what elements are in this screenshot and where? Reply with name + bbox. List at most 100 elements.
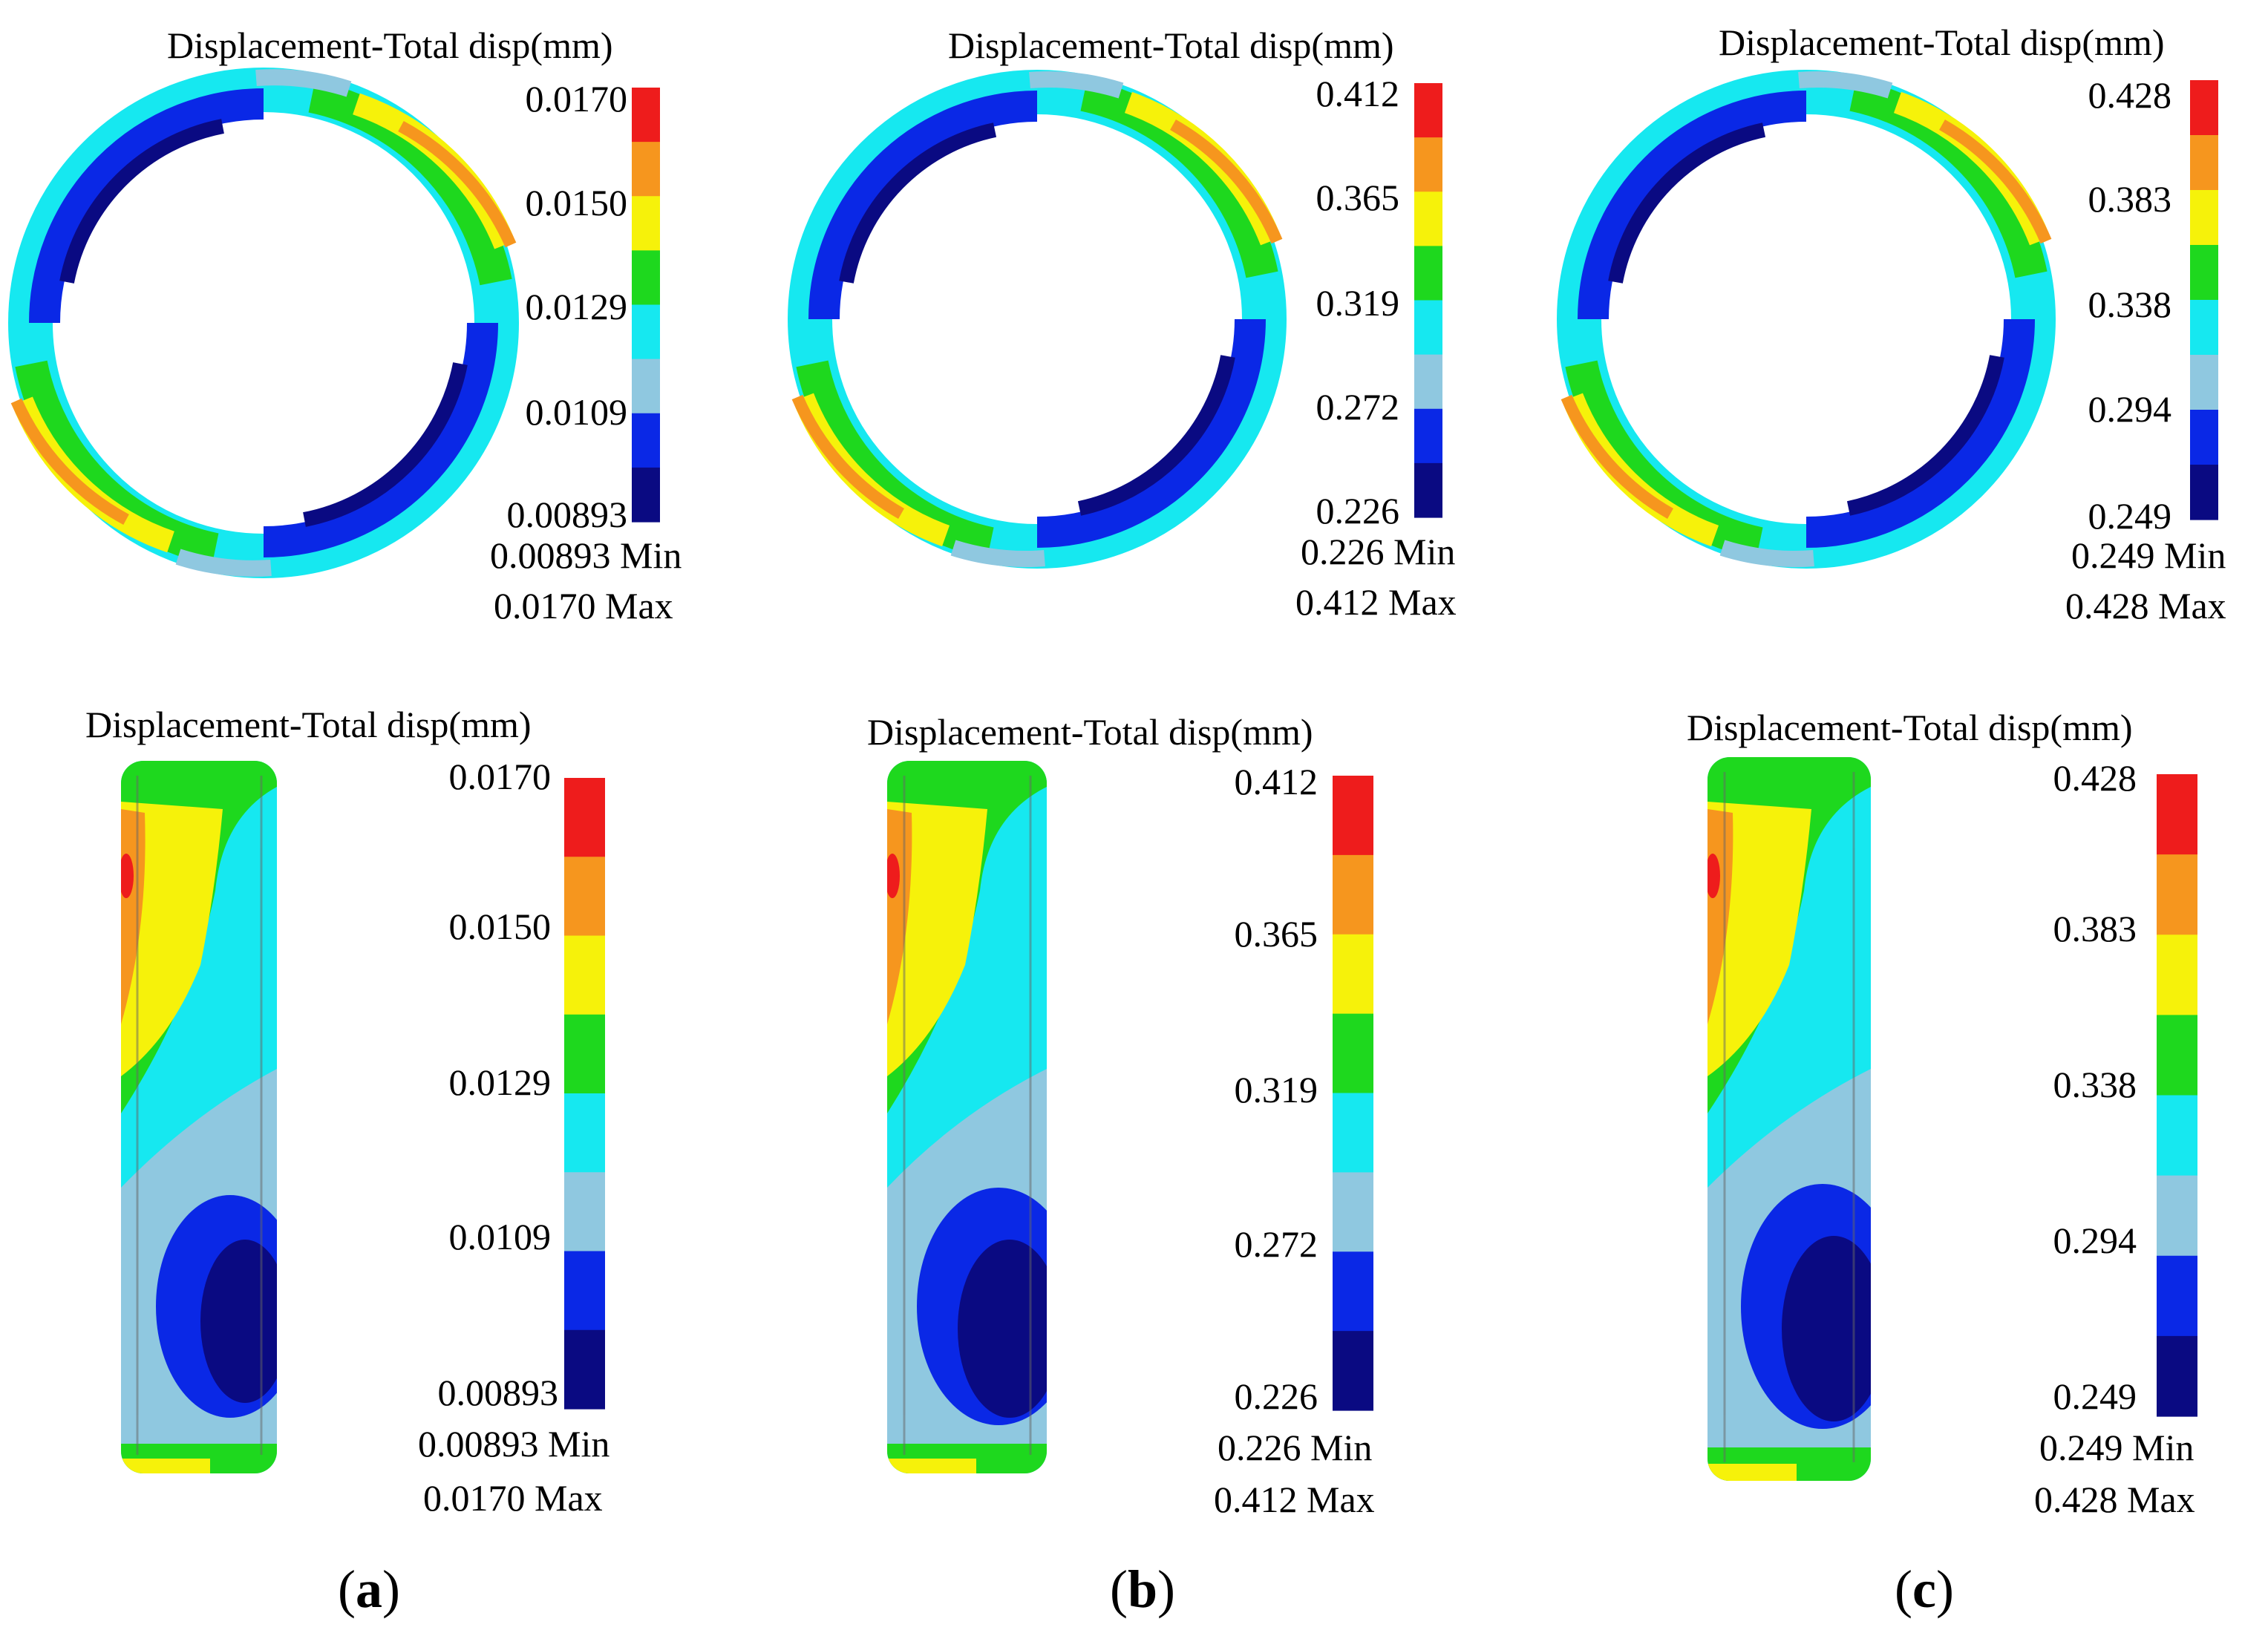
ring-band-blue-left	[808, 91, 1038, 320]
colorbar-segment	[2157, 1255, 2197, 1337]
colorbar-segment	[2190, 135, 2218, 191]
min-caption: 0.00893 Min	[418, 1423, 610, 1465]
side-band-yellow	[1707, 802, 1811, 1076]
colorbar-a-top	[632, 88, 660, 523]
ring-band-navy-right	[303, 362, 468, 527]
tick-label: 0.338	[2053, 1064, 2137, 1105]
ring-band-navy-right	[1846, 355, 2004, 516]
colorbar-segment	[1414, 354, 1442, 410]
colorbar-segment	[1333, 1013, 1373, 1094]
ring-band-green-bl	[1565, 360, 1763, 560]
colorbar-segment	[1414, 246, 1442, 301]
tick-label: 0.0129	[526, 286, 628, 327]
tick-label: 0.383	[2053, 908, 2137, 949]
side-band-yellow	[121, 802, 223, 1076]
min-caption: 0.226 Min	[1301, 531, 1455, 572]
ring-band-navy-left	[839, 122, 997, 284]
colorbar-segment	[632, 250, 660, 306]
colorbar-segment	[564, 1251, 605, 1331]
side-band-bottom-lightblue	[121, 1429, 277, 1444]
side-band-bottom-yellow	[121, 1459, 210, 1473]
subfigure-letter: a	[356, 1560, 382, 1619]
legend-title-a-bottom: Displacement-Total disp(mm)	[85, 704, 532, 745]
max-caption: 0.428 Max	[2065, 585, 2226, 626]
side-hotspot-red	[887, 854, 900, 898]
tick-label: 0.319	[1316, 282, 1400, 324]
colorbar-segment	[2157, 854, 2197, 935]
ring-band-orange-bl	[1561, 394, 1673, 519]
colorbar-segment	[632, 467, 660, 523]
tick-label: 0.338	[2088, 284, 2172, 325]
legend-title-b-bottom: Displacement-Total disp(mm)	[867, 711, 1313, 753]
min-caption: 0.249 Min	[2071, 534, 2226, 576]
colorbar-c-bottom	[2157, 774, 2197, 1417]
colorbar-b-top	[1414, 83, 1442, 518]
ring-band-orange-bl	[791, 394, 904, 519]
colorbar-segment	[2157, 1015, 2197, 1096]
colorbar-segment	[2190, 245, 2218, 301]
colorbar-segment	[1414, 462, 1442, 518]
side-contour-a	[121, 761, 277, 1473]
tick-label: 0.412	[1316, 73, 1400, 114]
colorbar-segment	[632, 142, 660, 197]
legend-title-b-top: Displacement-Total disp(mm)	[948, 24, 1394, 66]
colorbar-segment	[1414, 83, 1442, 138]
colorbar-segment	[1414, 300, 1442, 356]
ring-band-blue-left	[1578, 91, 1807, 320]
tick-label: 0.00893	[507, 494, 628, 535]
ring-band-orange-bl	[10, 398, 129, 526]
colorbar-segment	[1333, 1093, 1373, 1173]
side-contour-b	[887, 761, 1047, 1473]
min-caption: 0.00893 Min	[490, 534, 682, 576]
side-hotspot-red	[1707, 854, 1720, 898]
side-band-yellow	[887, 802, 987, 1076]
colorbar-segment	[632, 359, 660, 414]
colorbar-segment	[2190, 80, 2218, 136]
side-contour-c	[1707, 757, 1871, 1481]
side-band-navy	[1782, 1236, 1871, 1421]
side-band-navy	[200, 1240, 277, 1403]
ring-band-blue-right	[263, 322, 498, 557]
ring-band-orange-tr	[1170, 120, 1283, 244]
colorbar-segment	[632, 196, 660, 251]
colorbar-segment	[632, 413, 660, 468]
colorbar-segment	[1333, 1251, 1373, 1332]
colorbar-segment	[1414, 408, 1442, 464]
tick-label: 0.383	[2088, 178, 2172, 220]
ring-band-blue-left	[29, 88, 264, 324]
tick-label: 0.00893	[438, 1372, 559, 1413]
subfigure-label-c: (c)	[1895, 1560, 1954, 1619]
tick-label: 0.428	[2088, 74, 2172, 116]
ring-contour-b	[788, 70, 1287, 569]
colorbar-segment	[564, 1014, 605, 1094]
colorbar-segment	[2157, 1335, 2197, 1417]
min-caption: 0.226 Min	[1218, 1427, 1372, 1468]
ring-band-blue-right	[1805, 318, 2035, 548]
tick-label: 0.0150	[526, 182, 628, 223]
ring-band-lightblue-top	[1798, 71, 1893, 99]
tick-label: 0.428	[2053, 757, 2137, 799]
colorbar-c-top	[2190, 80, 2218, 520]
ring-band-lightblue-bottom	[950, 540, 1045, 568]
colorbar-segment	[564, 857, 605, 937]
side-band-bottom-yellow	[1707, 1464, 1797, 1481]
min-caption: 0.249 Min	[2039, 1427, 2194, 1468]
side-hotspot-red	[121, 854, 134, 898]
max-caption: 0.428 Max	[2034, 1479, 2195, 1520]
tick-label: 0.272	[1235, 1223, 1318, 1265]
ring-band-green-bl	[15, 360, 219, 566]
side-band-navy	[958, 1240, 1047, 1418]
tick-label: 0.365	[1235, 913, 1318, 955]
tick-label: 0.365	[1316, 177, 1400, 218]
colorbar-segment	[2157, 935, 2197, 1015]
side-band-bottom-yellow	[887, 1459, 976, 1473]
tick-label: 0.294	[2088, 388, 2172, 430]
colorbar-segment	[2190, 300, 2218, 356]
ring-band-blue-right	[1036, 318, 1266, 548]
ring-band-navy-left	[1608, 122, 1766, 284]
colorbar-segment	[564, 778, 605, 857]
colorbar-segment	[1414, 192, 1442, 246]
colorbar-segment	[564, 1172, 605, 1252]
